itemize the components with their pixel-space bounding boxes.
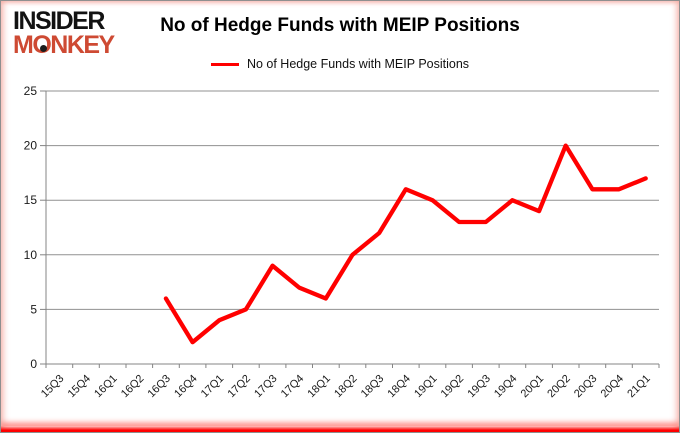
svg-text:19Q4: 19Q4 [492, 373, 520, 401]
svg-text:17Q4: 17Q4 [279, 373, 307, 401]
svg-text:18Q4: 18Q4 [385, 373, 413, 401]
data-line [163, 143, 648, 345]
y-axis: 0 5 10 15 20 25 [24, 84, 47, 371]
svg-text:19Q2: 19Q2 [439, 373, 467, 401]
svg-text:16Q2: 16Q2 [119, 373, 147, 401]
svg-text:17Q1: 17Q1 [199, 373, 227, 401]
x-axis: 15Q3 15Q4 16Q1 16Q2 16Q3 16Q4 17Q1 17Q2 17Q3 17Q4… [39, 363, 660, 401]
legend-label: No of Hedge Funds with MEIP Positions [246, 57, 470, 71]
monkey-eye-dot [40, 45, 47, 52]
svg-text:16Q1: 16Q1 [92, 373, 120, 401]
svg-text:20Q3: 20Q3 [572, 373, 600, 401]
svg-text:5: 5 [30, 302, 37, 316]
insider-monkey-logo: INSIDER MONKEY [13, 7, 115, 59]
svg-text:20Q1: 20Q1 [519, 373, 547, 401]
svg-text:15Q3: 15Q3 [39, 373, 67, 401]
legend: No of Hedge Funds with MEIP Positions [1, 57, 679, 71]
svg-text:16Q3: 16Q3 [145, 373, 173, 401]
logo-word-monkey: MONKEY [13, 31, 115, 59]
svg-text:20: 20 [24, 139, 38, 153]
svg-text:19Q1: 19Q1 [412, 373, 440, 401]
chart-title: No of Hedge Funds with MEIP Positions [160, 15, 520, 36]
svg-text:18Q2: 18Q2 [332, 373, 360, 401]
svg-text:16Q4: 16Q4 [172, 373, 200, 401]
svg-text:20Q4: 20Q4 [599, 373, 627, 401]
legend-line-swatch [210, 62, 239, 66]
svg-text:20Q2: 20Q2 [545, 373, 573, 401]
svg-text:18Q1: 18Q1 [305, 373, 333, 401]
svg-text:25: 25 [24, 84, 38, 98]
svg-text:15Q4: 15Q4 [66, 373, 94, 401]
svg-text:18Q3: 18Q3 [359, 373, 387, 401]
svg-text:17Q2: 17Q2 [225, 373, 253, 401]
y-gridlines [46, 90, 659, 365]
svg-text:10: 10 [24, 248, 38, 262]
svg-text:21Q1: 21Q1 [625, 373, 653, 401]
svg-text:19Q3: 19Q3 [465, 373, 493, 401]
logo-word-insider: INSIDER [13, 7, 105, 35]
svg-text:0: 0 [30, 357, 37, 371]
svg-text:15: 15 [24, 193, 38, 207]
svg-text:17Q3: 17Q3 [252, 373, 280, 401]
frame-bottom-glow [1, 426, 679, 432]
